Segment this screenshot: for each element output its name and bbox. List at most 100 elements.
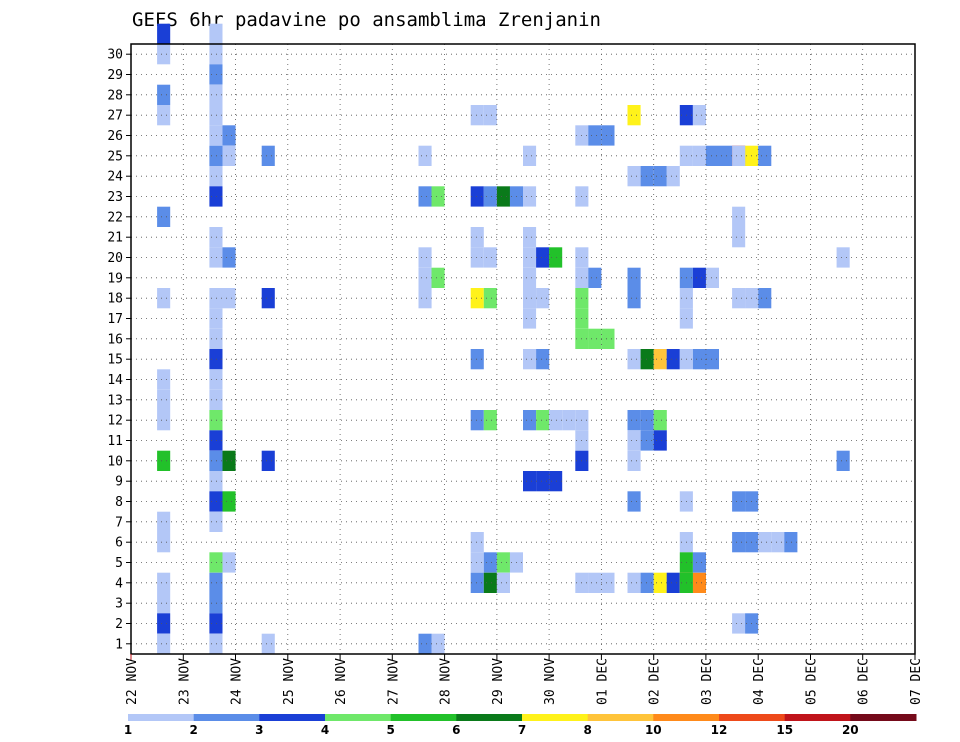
precip-cell <box>470 572 484 593</box>
y-tick-label: 28 <box>107 88 123 103</box>
precip-cell <box>431 267 445 288</box>
precip-cell <box>209 247 223 268</box>
precip-cell <box>157 511 171 532</box>
y-tick-label: 26 <box>107 129 123 144</box>
precip-cell <box>536 410 550 431</box>
precip-cell <box>732 206 746 227</box>
precip-cell <box>732 613 746 634</box>
precip-cell <box>470 349 484 370</box>
precip-cell <box>627 491 641 512</box>
precip-cell <box>209 572 223 593</box>
y-tick-label: 14 <box>107 373 123 388</box>
y-tick-label: 27 <box>107 109 123 124</box>
colorbar-label: 7 <box>518 723 526 737</box>
precip-cell <box>523 349 537 370</box>
x-tick-label: 04 DEC <box>752 658 767 705</box>
precip-cell <box>732 532 746 553</box>
precip-cell <box>261 145 275 166</box>
y-tick-label: 13 <box>107 393 123 408</box>
precip-cell <box>222 491 236 512</box>
colorbar-swatch <box>128 714 195 721</box>
precip-cell <box>209 552 223 573</box>
precip-cell <box>496 572 510 593</box>
precip-cell <box>692 552 706 573</box>
precip-cell <box>157 450 171 471</box>
colorbar-label: 3 <box>255 723 263 737</box>
precip-cell <box>209 450 223 471</box>
precip-cell <box>209 613 223 634</box>
colorbar-swatch <box>193 714 260 721</box>
precip-cell <box>536 349 550 370</box>
precip-cell <box>627 450 641 471</box>
precip-cell <box>261 288 275 309</box>
precip-cell <box>209 389 223 410</box>
precip-cell <box>209 328 223 349</box>
precip-cell <box>470 247 484 268</box>
y-tick-label: 20 <box>107 251 123 266</box>
x-tick-label: 02 DEC <box>648 658 663 705</box>
precip-cell <box>209 511 223 532</box>
precip-cell <box>222 552 236 573</box>
precip-cell <box>692 267 706 288</box>
y-tick-label: 2 <box>115 617 123 632</box>
precip-cell <box>222 125 236 146</box>
precip-cell <box>758 145 772 166</box>
precip-cell <box>549 410 563 431</box>
precip-cell <box>601 572 615 593</box>
colorbar-label: 6 <box>452 723 460 737</box>
precip-cell <box>470 105 484 126</box>
precip-cell <box>157 613 171 634</box>
y-tick-label: 29 <box>107 68 123 83</box>
precip-cell <box>666 166 680 187</box>
precip-cell <box>771 532 785 553</box>
y-tick-label: 1 <box>115 637 123 652</box>
precip-cell <box>261 450 275 471</box>
precip-cell <box>627 430 641 451</box>
precip-cell <box>222 247 236 268</box>
colorbar-swatch <box>390 714 457 721</box>
precip-cell <box>209 125 223 146</box>
precip-cell <box>640 410 654 431</box>
precip-cell <box>784 532 798 553</box>
y-tick-label: 10 <box>107 454 123 469</box>
precip-cell <box>496 552 510 573</box>
precip-cell <box>666 572 680 593</box>
chart-title: GEFS 6hr padavine po ansamblima Zrenjani… <box>132 9 601 31</box>
precip-cell <box>209 186 223 207</box>
precip-cell <box>523 410 537 431</box>
precip-cell <box>157 532 171 553</box>
colorbar-label: 5 <box>387 723 395 737</box>
x-tick-label: 23 NOV <box>177 658 192 705</box>
colorbar-swatch <box>325 714 392 721</box>
precip-cell <box>418 267 432 288</box>
precip-cell <box>588 328 602 349</box>
precip-cell <box>418 288 432 309</box>
precip-cell <box>209 491 223 512</box>
precip-cell <box>523 308 537 329</box>
precip-cell <box>588 267 602 288</box>
precip-cell <box>470 288 484 309</box>
precip-cell <box>157 410 171 431</box>
precip-cell <box>653 410 667 431</box>
precip-cell <box>549 471 563 492</box>
precip-cell <box>640 430 654 451</box>
colorbar-label: 8 <box>584 723 592 737</box>
y-tick-label: 22 <box>107 210 123 225</box>
precip-cell <box>157 572 171 593</box>
precip-cell <box>666 349 680 370</box>
precip-cell <box>836 450 850 471</box>
y-tick-label: 15 <box>107 353 123 368</box>
precip-cell <box>209 288 223 309</box>
precip-cell <box>523 267 537 288</box>
precip-cell <box>653 166 667 187</box>
precip-cell <box>549 247 563 268</box>
precip-cell <box>523 186 537 207</box>
precip-cell <box>418 186 432 207</box>
precip-cell <box>627 267 641 288</box>
precip-cell <box>483 247 497 268</box>
precip-cell <box>209 105 223 126</box>
colorbar: 1 2 3 4 5 6 7 8 10 12 15 20 <box>124 714 917 737</box>
x-tick-label: 25 NOV <box>282 658 297 705</box>
x-tick-label: 24 NOV <box>230 658 245 705</box>
precip-cell <box>627 105 641 126</box>
